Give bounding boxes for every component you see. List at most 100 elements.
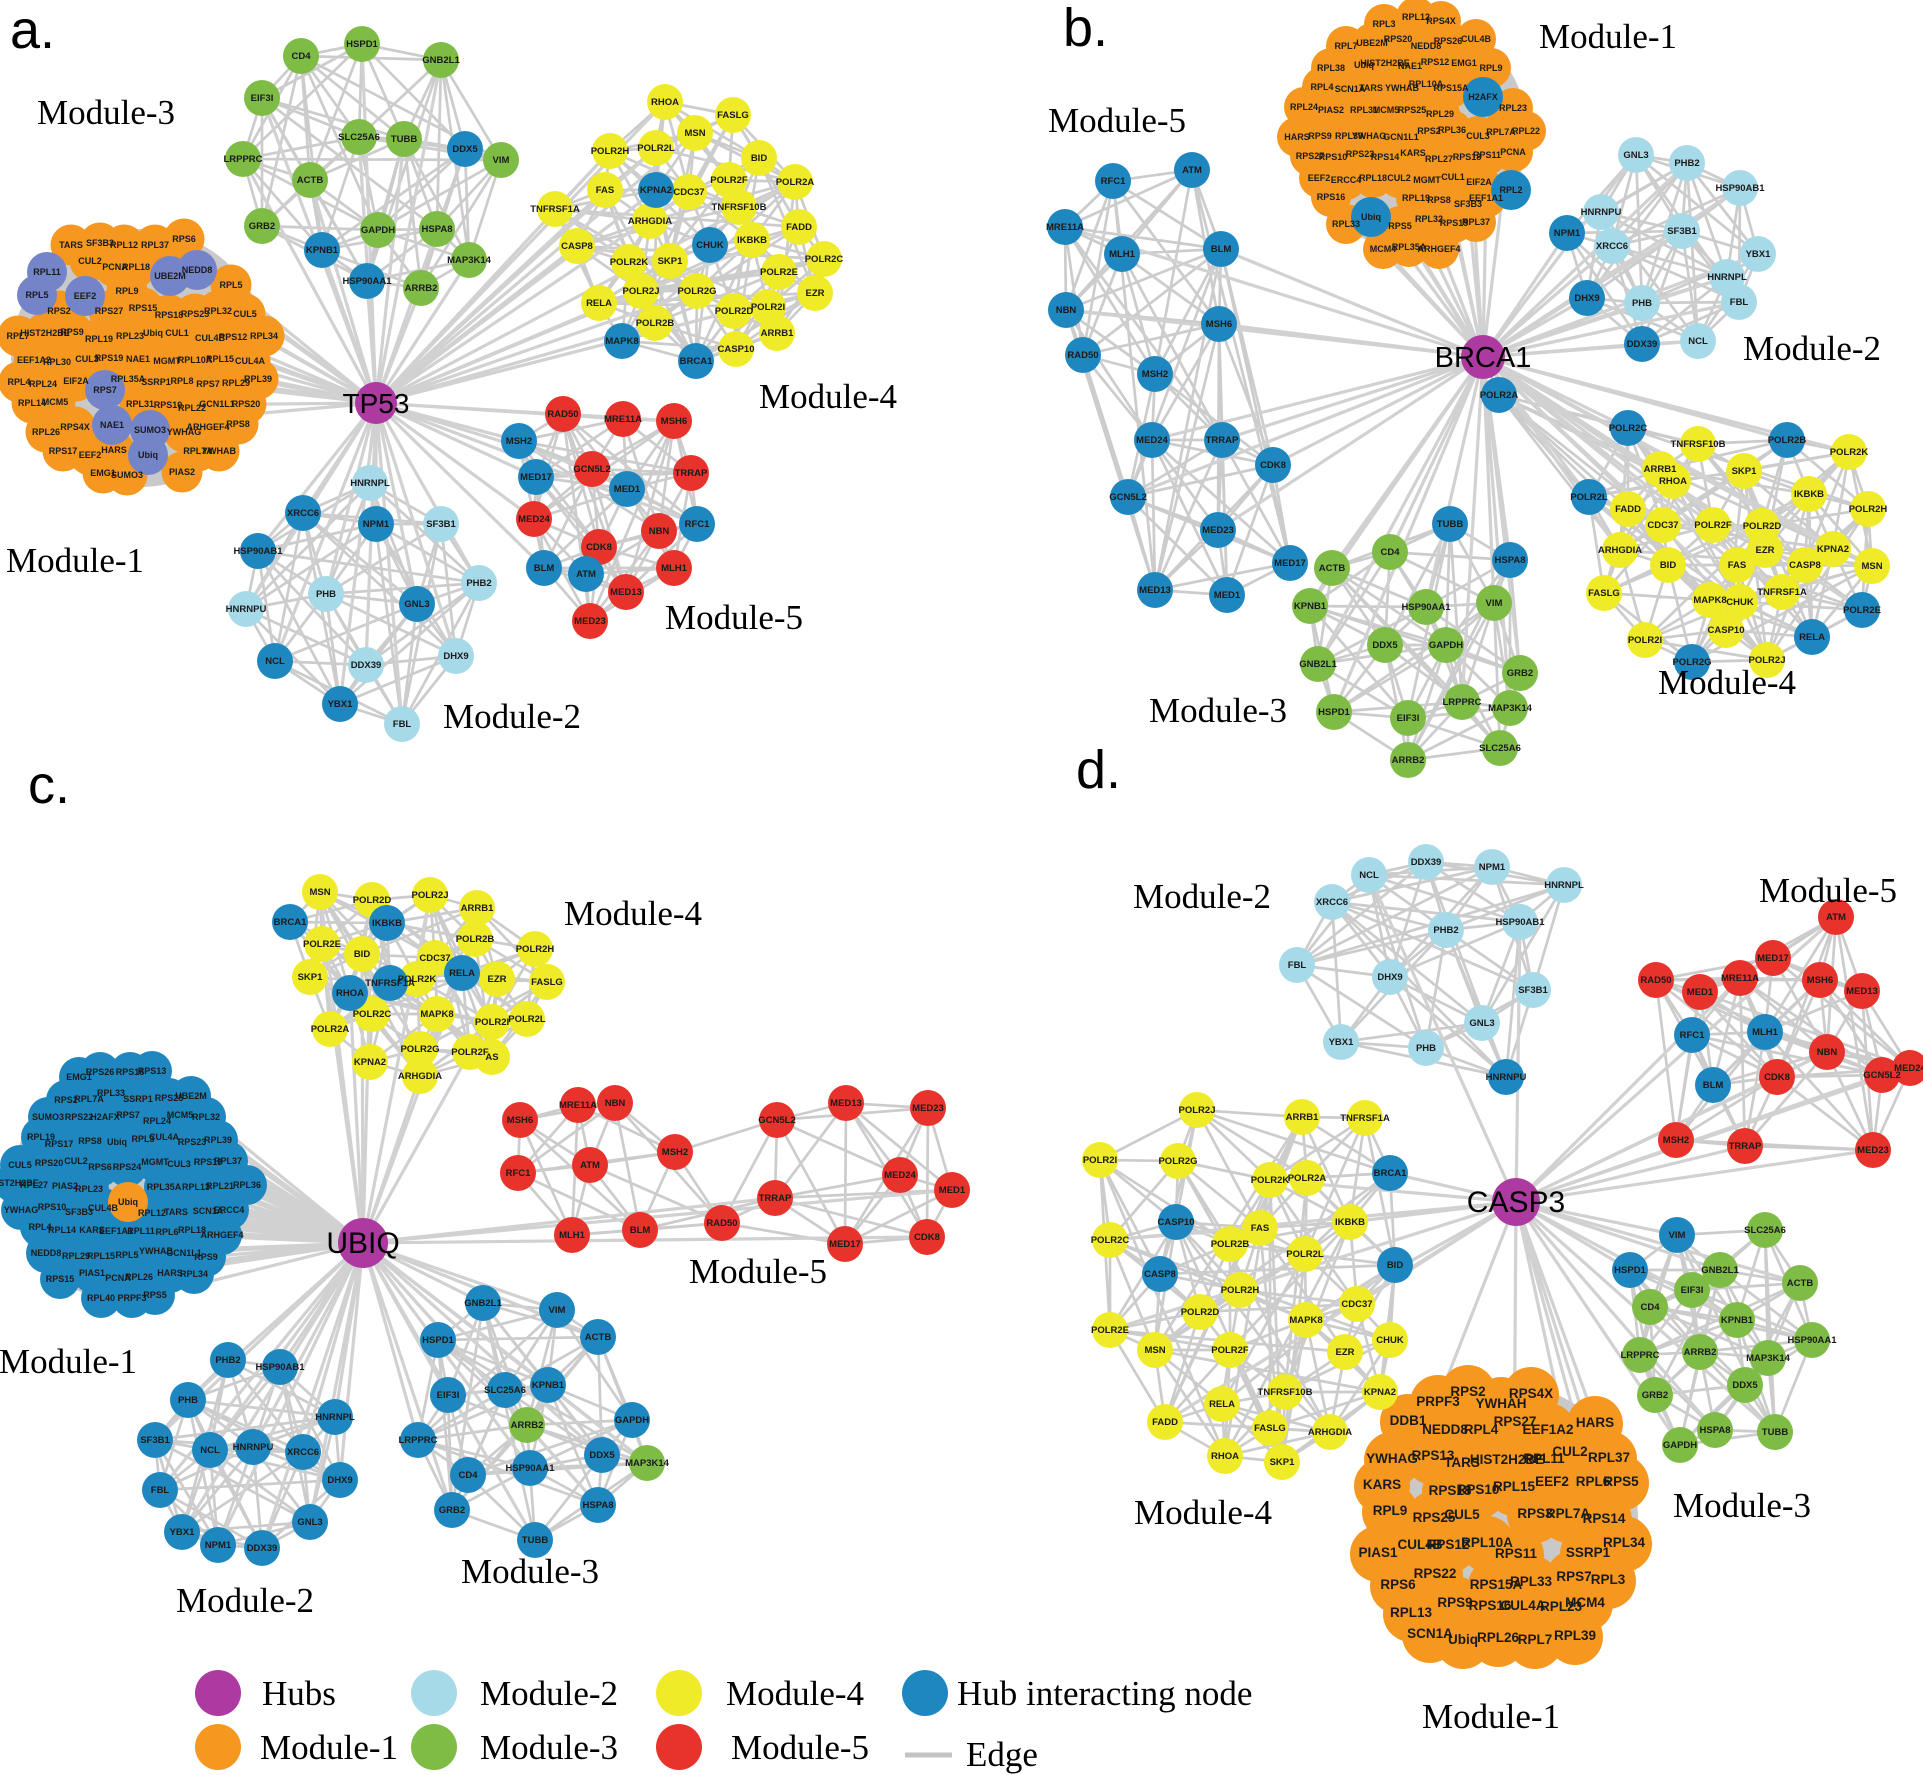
svg-text:BRCA1: BRCA1: [274, 917, 307, 928]
svg-text:LRPPRC: LRPPRC: [1442, 697, 1481, 708]
svg-text:DHX9: DHX9: [1574, 293, 1599, 304]
svg-text:RPL30: RPL30: [43, 357, 71, 367]
svg-text:SF3B1: SF3B1: [426, 519, 456, 530]
svg-text:Ubiq: Ubiq: [1361, 212, 1381, 222]
svg-text:RPS6: RPS6: [1380, 1577, 1416, 1592]
svg-text:CUL5: CUL5: [233, 309, 257, 319]
svg-text:NBN: NBN: [649, 526, 670, 537]
svg-text:GAPDH: GAPDH: [361, 225, 395, 236]
svg-text:RPS20: RPS20: [35, 1158, 64, 1168]
svg-text:FAS: FAS: [1251, 1223, 1269, 1234]
svg-text:HSPA8: HSPA8: [1495, 555, 1526, 566]
svg-text:RPL19: RPL19: [1402, 193, 1430, 203]
svg-text:RPS14: RPS14: [1583, 1511, 1626, 1526]
svg-text:BID: BID: [751, 153, 768, 164]
svg-text:CDK8: CDK8: [914, 1232, 940, 1243]
svg-text:ATM: ATM: [1826, 912, 1846, 923]
svg-text:TRRAP: TRRAP: [1729, 1141, 1762, 1152]
svg-text:RPL31: RPL31: [1350, 105, 1378, 115]
svg-text:HNRNPL: HNRNPL: [315, 1412, 355, 1423]
svg-text:RPL34: RPL34: [1603, 1535, 1646, 1550]
svg-text:PIAS2: PIAS2: [1318, 105, 1344, 115]
svg-text:HIST2H2BE: HIST2H2BE: [1470, 1452, 1544, 1467]
svg-text:MLH1: MLH1: [559, 1230, 586, 1241]
svg-text:RPL19: RPL19: [27, 1132, 55, 1142]
svg-text:RPL10A: RPL10A: [1461, 1535, 1513, 1550]
svg-text:GCN5L2: GCN5L2: [573, 464, 610, 475]
svg-text:ACTB: ACTB: [297, 175, 324, 186]
svg-text:GCN1L1: GCN1L1: [199, 399, 235, 409]
svg-text:SF3B3: SF3B3: [86, 238, 114, 248]
svg-text:POLR2L: POLR2L: [1570, 492, 1608, 503]
svg-text:MAPK8: MAPK8: [1289, 1315, 1322, 1326]
svg-text:RPL24: RPL24: [29, 379, 57, 389]
svg-text:NEDD8: NEDD8: [182, 265, 213, 275]
svg-text:POLR2I: POLR2I: [475, 1017, 509, 1028]
svg-text:SLC25A6: SLC25A6: [1744, 1225, 1786, 1236]
svg-text:POLR2L: POLR2L: [508, 1014, 546, 1025]
svg-text:RPS24: RPS24: [113, 1162, 142, 1172]
svg-text:CUL4A: CUL4A: [235, 356, 266, 366]
svg-text:TUBB: TUBB: [1437, 519, 1464, 530]
svg-text:NPM1: NPM1: [205, 1540, 232, 1551]
svg-text:RPL39: RPL39: [204, 1135, 232, 1145]
svg-text:RFC1: RFC1: [1680, 1030, 1706, 1041]
svg-text:FADD: FADD: [1615, 504, 1641, 515]
svg-text:GRB2: GRB2: [1507, 668, 1533, 679]
svg-text:Module-5: Module-5: [1759, 871, 1897, 910]
svg-text:H2AFX: H2AFX: [90, 1112, 120, 1122]
svg-text:NEDD8: NEDD8: [31, 1248, 62, 1258]
svg-text:RPL18: RPL18: [178, 1225, 206, 1235]
svg-text:RHOA: RHOA: [336, 988, 364, 999]
svg-text:RPS17: RPS17: [45, 1139, 74, 1149]
svg-text:RPL7A: RPL7A: [1486, 127, 1516, 137]
svg-text:MED23: MED23: [1202, 525, 1234, 536]
svg-text:RPL24: RPL24: [1290, 102, 1318, 112]
svg-text:EZR: EZR: [806, 288, 825, 299]
svg-text:POLR2G: POLR2G: [400, 1044, 439, 1055]
svg-text:RPS26: RPS26: [1434, 36, 1463, 46]
svg-text:UBE2M: UBE2M: [1356, 38, 1388, 48]
svg-text:CHUK: CHUK: [696, 240, 724, 251]
svg-text:TARS: TARS: [1359, 83, 1383, 93]
svg-text:CHUK: CHUK: [1376, 1335, 1404, 1346]
svg-text:TRRAP: TRRAP: [759, 1193, 792, 1204]
svg-text:RPS5: RPS5: [1603, 1474, 1639, 1489]
svg-text:HIST2H2BE: HIST2H2BE: [0, 1178, 39, 1188]
svg-text:BRCA1: BRCA1: [1435, 342, 1532, 374]
svg-text:PIAS2: PIAS2: [169, 467, 195, 477]
svg-text:RPS4X: RPS4X: [1509, 1386, 1553, 1401]
svg-text:HARS: HARS: [157, 1268, 183, 1278]
svg-text:ERCC4: ERCC4: [1331, 175, 1362, 185]
svg-text:RPS25: RPS25: [1413, 1510, 1456, 1525]
svg-text:CUL3: CUL3: [75, 354, 99, 364]
svg-text:RPS7: RPS7: [116, 1110, 140, 1120]
svg-text:RPL29: RPL29: [222, 378, 250, 388]
svg-text:RPL24: RPL24: [143, 1116, 171, 1126]
svg-text:RPS8: RPS8: [226, 419, 250, 429]
svg-text:HARS: HARS: [101, 445, 127, 455]
svg-text:GAPDH: GAPDH: [615, 1415, 649, 1426]
svg-text:YWHAG: YWHAG: [1366, 1451, 1418, 1466]
svg-text:MED24: MED24: [1136, 435, 1168, 446]
svg-text:Ubiq: Ubiq: [138, 450, 158, 460]
svg-text:RELA: RELA: [1209, 1399, 1235, 1410]
svg-text:KPNB1: KPNB1: [1294, 601, 1327, 612]
svg-text:RPS20: RPS20: [1384, 34, 1413, 44]
svg-text:SLC25A6: SLC25A6: [1479, 743, 1521, 754]
svg-text:CASP3: CASP3: [1467, 1186, 1565, 1219]
svg-text:POLR2D: POLR2D: [715, 306, 754, 317]
svg-text:HSP90AA1: HSP90AA1: [505, 1463, 555, 1474]
svg-text:MED1: MED1: [1214, 590, 1241, 601]
svg-text:FBL: FBL: [151, 1485, 170, 1496]
svg-text:RPL35A: RPL35A: [111, 374, 146, 384]
svg-text:RPS7: RPS7: [196, 379, 220, 389]
svg-text:RPS15A: RPS15A: [1470, 1577, 1523, 1592]
svg-text:MSH6: MSH6: [1807, 975, 1833, 986]
svg-text:PHB: PHB: [1632, 298, 1652, 309]
svg-text:POLR2D: POLR2D: [1181, 1307, 1220, 1318]
svg-text:SF3B1: SF3B1: [1667, 226, 1697, 237]
svg-text:CDK8: CDK8: [586, 542, 612, 553]
svg-text:Module-2: Module-2: [1743, 329, 1881, 368]
svg-text:RPL7A: RPL7A: [74, 1094, 104, 1104]
